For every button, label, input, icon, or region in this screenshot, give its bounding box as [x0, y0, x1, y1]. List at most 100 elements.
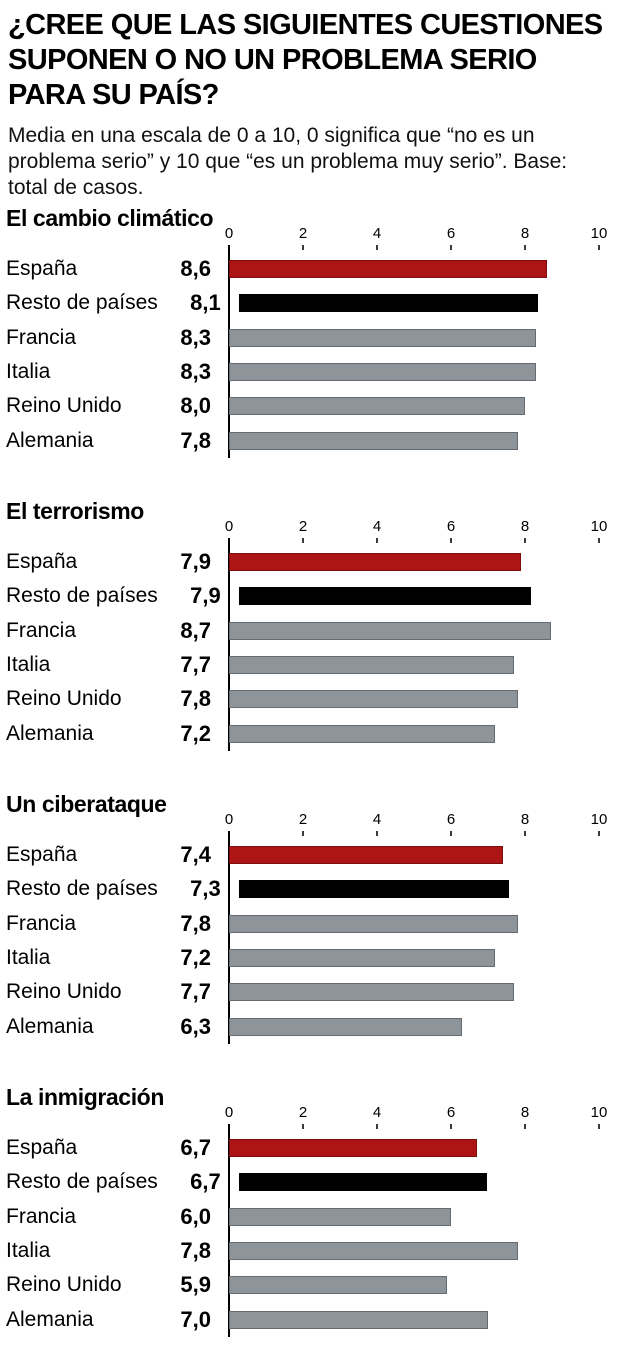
value-label: 7,2 [180, 720, 211, 746]
bar-row: Alemania 6,3 [0, 1009, 623, 1043]
x-axis: 0 2 4 6 8 10 [225, 225, 623, 252]
axis-tick-label: 0 [224, 1104, 234, 1121]
country-label: Alemania [6, 721, 94, 745]
axis-tick-mark [598, 1124, 600, 1129]
bar [229, 949, 496, 968]
bar [229, 656, 514, 675]
country-label: España [6, 257, 78, 281]
chart-section: Un ciberataque 0 2 4 6 8 10 España 7,4 Resto de… [0, 791, 623, 1044]
axis-tick-mark [450, 538, 452, 543]
axis-tick-mark [598, 831, 600, 836]
bar-row: Italia 7,7 [0, 648, 623, 682]
bar-row: España 6,7 [0, 1131, 623, 1165]
axis-tick-label: 10 [590, 1104, 608, 1121]
bar [238, 1173, 487, 1192]
axis-tick-mark [450, 831, 452, 836]
bar-rows: España 6,7 Resto de países 6,7 Francia 6,0 Ita… [0, 1131, 623, 1337]
axis-baseline [228, 831, 230, 1044]
bar-row: Alemania 7,0 [0, 1302, 623, 1336]
bar [229, 621, 551, 640]
bar [229, 260, 548, 279]
country-label: Resto de países [6, 291, 158, 315]
bar-row: Reino Unido 7,8 [0, 682, 623, 716]
axis-tick-mark [598, 538, 600, 543]
bar-row: Francia 8,7 [0, 614, 623, 648]
value-label: 6,0 [180, 1203, 211, 1229]
header: ¿CREE QUE LAS SIGUIENTES CUESTIONES SUPO… [0, 0, 623, 201]
axis-tick-label: 8 [520, 225, 530, 242]
bar [229, 1139, 477, 1158]
country-label: Francia [6, 1204, 77, 1228]
country-label: Alemania [6, 428, 94, 452]
country-label: Resto de países [6, 584, 158, 608]
bar-row: España 7,9 [0, 545, 623, 579]
value-label: 8,0 [180, 393, 211, 419]
bar [229, 914, 518, 933]
country-label: Resto de países [6, 877, 158, 901]
axis-tick-label: 6 [446, 1104, 456, 1121]
bar-rows: España 8,6 Resto de países 8,1 Francia 8,3 Ita… [0, 252, 623, 458]
chart-title: El cambio climático [6, 205, 214, 231]
bar [229, 363, 537, 382]
country-label: Reino Unido [6, 394, 122, 418]
country-label: Italia [6, 1239, 51, 1263]
country-label: España [6, 550, 78, 574]
value-label: 7,9 [190, 583, 221, 609]
bar [238, 294, 539, 313]
axis-tick-mark [302, 1124, 304, 1129]
value-label: 6,7 [180, 1135, 211, 1161]
country-label: Alemania [6, 1014, 94, 1038]
country-label: Alemania [6, 1307, 94, 1331]
axis-tick-mark [376, 538, 378, 543]
axis-tick-mark [302, 538, 304, 543]
value-label: 7,8 [180, 1238, 211, 1264]
axis-tick-label: 10 [590, 518, 608, 535]
axis-tick-label: 10 [590, 811, 608, 828]
value-label: 6,7 [190, 1169, 221, 1195]
bar-row: Alemania 7,8 [0, 423, 623, 457]
value-label: 7,0 [180, 1306, 211, 1332]
axis-tick-label: 4 [372, 518, 382, 535]
bar-row: Francia 8,3 [0, 321, 623, 355]
country-label: Francia [6, 911, 77, 935]
bar [229, 724, 496, 743]
bar [229, 1207, 451, 1226]
axis-tick-mark [524, 538, 526, 543]
axis-baseline [228, 245, 230, 458]
country-label: España [6, 843, 78, 867]
value-label: 7,7 [180, 979, 211, 1005]
axis-tick-mark [524, 831, 526, 836]
chart-section: El cambio climático 0 2 4 6 8 10 España 8,6 Res… [0, 205, 623, 458]
bar-row: Resto de países 7,9 [0, 579, 623, 613]
value-label: 7,3 [190, 876, 221, 902]
chart-section: La inmigración 0 2 4 6 8 10 España 6,7 Resto de… [0, 1084, 623, 1337]
bar-row: Italia 8,3 [0, 355, 623, 389]
bar [229, 397, 525, 416]
axis-tick-mark [376, 1124, 378, 1129]
country-label: Francia [6, 325, 77, 349]
axis-tick-label: 0 [224, 225, 234, 242]
axis-tick-label: 2 [298, 518, 308, 535]
bar [229, 1310, 488, 1329]
value-label: 7,8 [180, 686, 211, 712]
bar-row: Francia 7,8 [0, 907, 623, 941]
axis-tick-label: 2 [298, 1104, 308, 1121]
bar [229, 328, 537, 347]
axis-tick-label: 8 [520, 811, 530, 828]
chart-title: La inmigración [6, 1084, 164, 1110]
bar [229, 553, 522, 572]
axis-tick-label: 8 [520, 1104, 530, 1121]
bar-row: Reino Unido 8,0 [0, 389, 623, 423]
axis-tick-label: 6 [446, 225, 456, 242]
bar-row: Italia 7,8 [0, 1234, 623, 1268]
bar [229, 1242, 518, 1261]
axis-tick-mark [524, 245, 526, 250]
chart-title: Un ciberataque [6, 791, 167, 817]
axis-tick-mark [376, 831, 378, 836]
value-label: 8,6 [180, 256, 211, 282]
value-label: 7,8 [180, 910, 211, 936]
value-label: 7,2 [180, 945, 211, 971]
country-label: Resto de países [6, 1170, 158, 1194]
country-label: Francia [6, 618, 77, 642]
axis-tick-label: 10 [590, 225, 608, 242]
